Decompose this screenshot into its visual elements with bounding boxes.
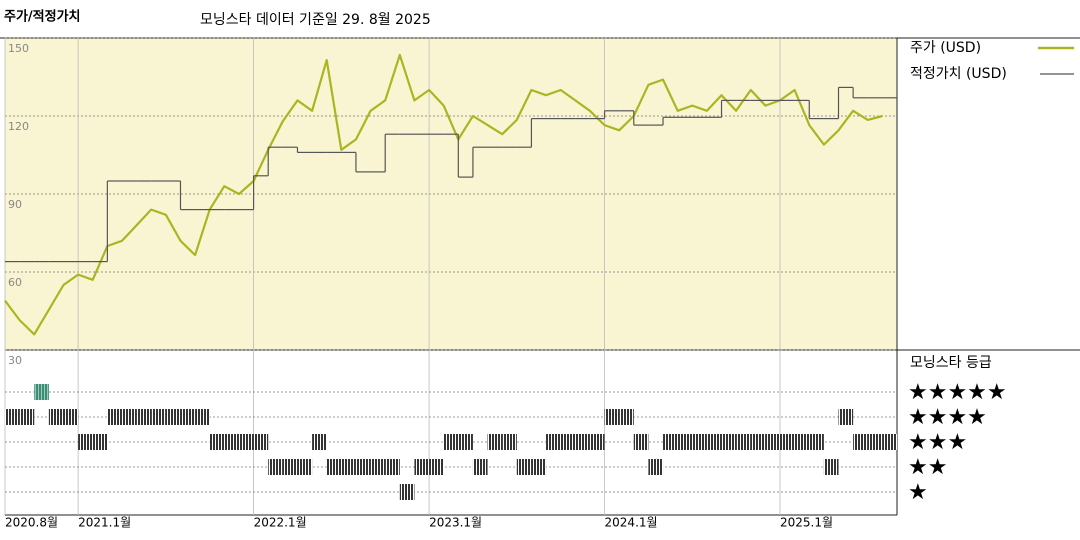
rating-bar <box>238 434 254 450</box>
rating-bar <box>341 459 356 475</box>
rating-bar <box>750 434 766 450</box>
rating-bar <box>34 384 49 400</box>
x-tick-label: 2024.1월 <box>605 516 658 530</box>
rating-bar <box>195 409 210 425</box>
price-line <box>4 53 883 336</box>
rating-bar <box>867 434 883 450</box>
rating-bar <box>253 434 269 450</box>
y-tick-label: 30 <box>8 354 22 367</box>
rating-bar <box>853 434 868 450</box>
rating-bar <box>268 459 283 475</box>
rating-bar <box>604 409 620 425</box>
y-tick-label: 120 <box>8 120 29 133</box>
rating-bar <box>663 434 678 450</box>
rating-level-label: ★★★★★ <box>908 380 1007 405</box>
rating-bar <box>78 434 93 450</box>
rating-bar <box>633 434 649 450</box>
rating-bar <box>619 409 634 425</box>
rating-bar <box>5 409 20 425</box>
rating-bar <box>546 434 561 450</box>
rating-bar <box>92 434 108 450</box>
rating-bar <box>560 434 576 450</box>
x-tick-label: 2020.8월 <box>5 516 58 530</box>
rating-bar <box>692 434 707 450</box>
rating-bar <box>385 459 400 475</box>
legend-label: 주가 (USD) <box>910 40 981 56</box>
rating-level-label: ★ <box>908 480 928 505</box>
rating-level-label: ★★ <box>908 455 947 480</box>
rating-bar <box>736 434 751 450</box>
rating-bar <box>151 409 166 425</box>
rating-bar <box>107 409 122 425</box>
rating-title: 모닝스타 등급 <box>910 355 992 371</box>
rating-bar <box>121 409 137 425</box>
rating-bar <box>794 434 810 450</box>
y-tick-label: 60 <box>8 276 22 289</box>
rating-bar <box>429 459 444 475</box>
rating-level-label: ★★★★ <box>908 405 987 430</box>
rating-bar <box>721 434 737 450</box>
rating-bar <box>765 434 781 450</box>
x-tick-label: 2023.1월 <box>429 516 482 530</box>
chart-title: 주가/적정가치 <box>4 9 81 25</box>
rating-bar <box>882 434 897 450</box>
rating-bar <box>823 459 839 475</box>
rating-bar <box>809 434 824 450</box>
rating-bar <box>282 459 298 475</box>
x-tick-label: 2022.1월 <box>254 516 307 530</box>
rating-bar <box>458 434 473 450</box>
chart-subtitle: 모닝스타 데이터 기준일 29. 8월 2025 <box>200 12 431 28</box>
rating-bar <box>443 434 459 450</box>
rating-bar <box>19 409 35 425</box>
rating-bar <box>180 409 196 425</box>
rating-bar <box>326 459 342 475</box>
legend-label: 적정가치 (USD) <box>910 66 1007 82</box>
rating-bar <box>516 459 532 475</box>
rating-bar <box>648 459 664 475</box>
rating-bar <box>472 459 488 475</box>
rating-bar <box>297 459 313 475</box>
rating-bar <box>414 459 430 475</box>
rating-bar <box>399 484 415 500</box>
rating-bar <box>589 434 605 450</box>
y-tick-label: 150 <box>8 42 29 55</box>
rating-bar <box>224 434 239 450</box>
rating-bar <box>370 459 386 475</box>
rating-bar <box>312 434 327 450</box>
rating-bar <box>487 434 503 450</box>
rating-bar <box>63 409 79 425</box>
rating-bar <box>677 434 693 450</box>
rating-bar <box>165 409 181 425</box>
rating-bar <box>209 434 225 450</box>
rating-bar <box>575 434 590 450</box>
rating-bar <box>780 434 795 450</box>
rating-bar <box>502 434 517 450</box>
rating-bar <box>355 459 371 475</box>
x-tick-label: 2021.1월 <box>78 516 131 530</box>
rating-bar <box>838 409 854 425</box>
rating-bar <box>48 409 64 425</box>
rating-bar <box>531 459 547 475</box>
rating-level-label: ★★★ <box>908 430 967 455</box>
rating-bar <box>136 409 152 425</box>
rating-bar <box>706 434 722 450</box>
x-tick-label: 2025.1월 <box>780 516 833 530</box>
y-tick-label: 90 <box>8 198 22 211</box>
